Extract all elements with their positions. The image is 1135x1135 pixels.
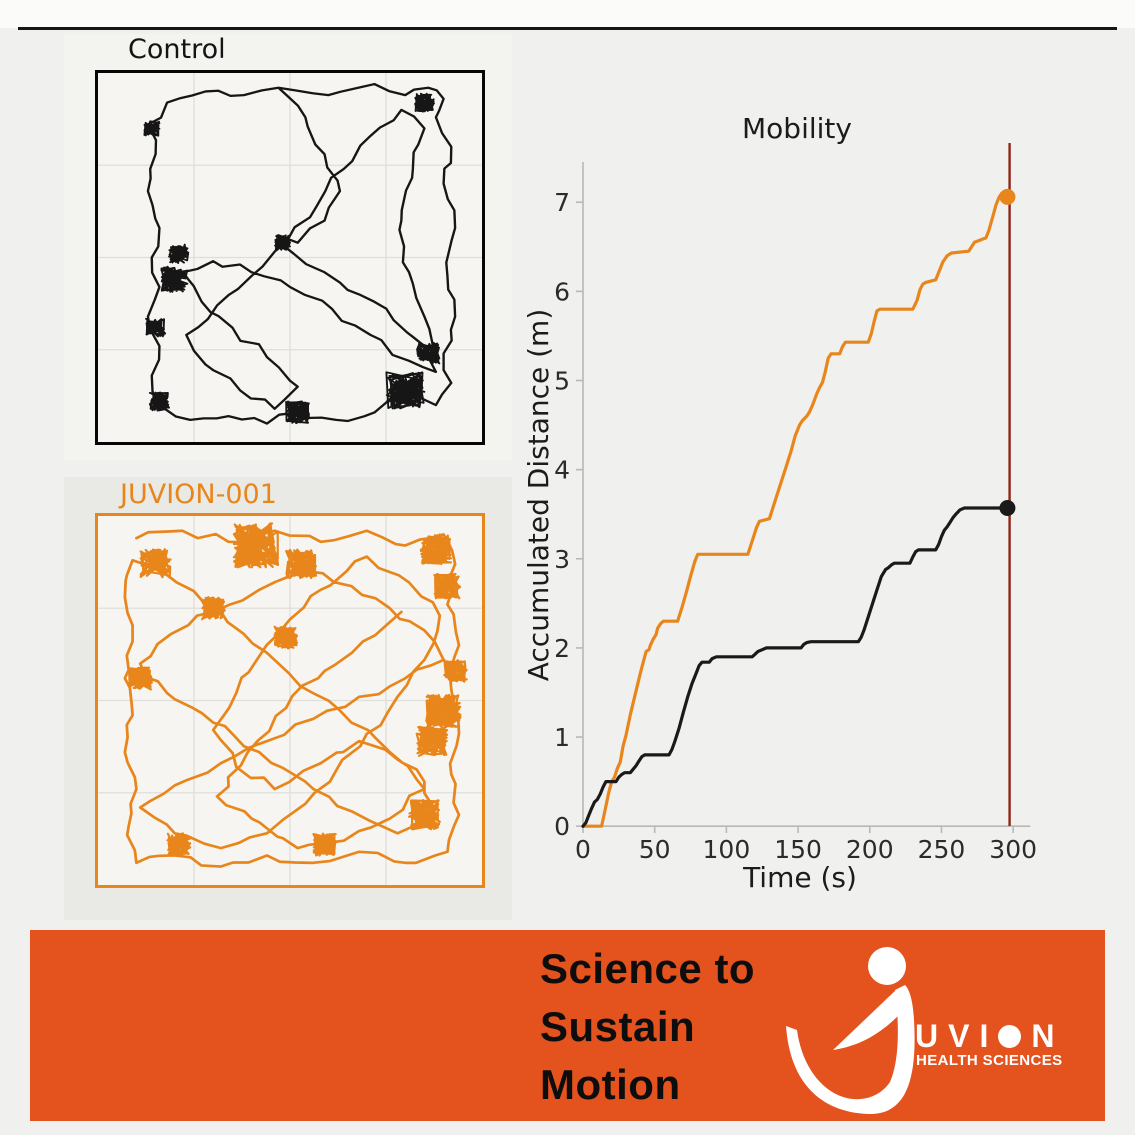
brand-letter: V: [948, 1018, 970, 1054]
brand-letter-o-disc: [998, 1025, 1022, 1048]
svg-text:4: 4: [554, 456, 570, 485]
brand-tagline: HEALTH SCIENCES: [916, 1052, 1063, 1069]
juvion-trajectory-plot: [95, 513, 485, 888]
control-trajectory-trace: [98, 73, 482, 442]
banner-headline: Science to Sustain Motion: [540, 940, 755, 1114]
control-trajectory-plot: [95, 70, 485, 445]
svg-text:5: 5: [554, 367, 570, 396]
svg-text:3: 3: [554, 545, 570, 574]
svg-text:7: 7: [554, 188, 570, 217]
juvion-panel-label: JUVION-001: [120, 479, 277, 510]
top-margin-strip: [0, 0, 1135, 28]
brand-letter: I: [979, 1018, 989, 1054]
svg-text:300: 300: [989, 835, 1037, 864]
svg-text:2: 2: [554, 634, 570, 663]
svg-text:0: 0: [554, 812, 570, 841]
svg-text:50: 50: [639, 835, 671, 864]
headline-line-3: Motion: [540, 1061, 681, 1108]
svg-text:200: 200: [846, 835, 894, 864]
svg-text:Accumulated Distance (m): Accumulated Distance (m): [522, 309, 555, 682]
control-panel-label: Control: [128, 34, 226, 65]
svg-text:1: 1: [554, 723, 570, 752]
svg-text:6: 6: [554, 277, 570, 306]
brand-letter: U: [915, 1018, 939, 1054]
mobility-chart-canvas: 0 1 2 3 4 5 6 7 0 50 100 150 200 250 300 Mobility Time (…: [522, 112, 1037, 894]
svg-text:250: 250: [918, 835, 966, 864]
mobility-chart: 0 1 2 3 4 5 6 7 0 50 100 150 200 250 300 Mobility Time (…: [520, 95, 1115, 905]
juvion-trajectory-trace: [98, 516, 482, 885]
headline-line-2: Sustain: [540, 1003, 696, 1050]
top-divider-rule: [18, 27, 1117, 30]
svg-text:100: 100: [703, 835, 751, 864]
svg-text:Time (s): Time (s): [742, 861, 857, 894]
svg-text:150: 150: [774, 835, 822, 864]
headline-line-1: Science to: [540, 945, 756, 992]
svg-text:Mobility: Mobility: [742, 112, 852, 145]
brand-letter: N: [1031, 1018, 1055, 1054]
svg-text:0: 0: [575, 835, 591, 864]
